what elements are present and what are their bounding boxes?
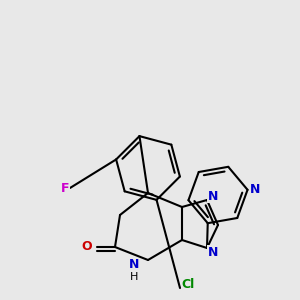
Text: F: F <box>61 182 69 194</box>
Text: N: N <box>208 190 218 202</box>
Text: O: O <box>82 241 92 254</box>
Text: Cl: Cl <box>182 278 195 292</box>
Text: N: N <box>129 259 139 272</box>
Text: H: H <box>130 272 138 282</box>
Text: N: N <box>208 245 218 259</box>
Text: N: N <box>250 183 261 196</box>
